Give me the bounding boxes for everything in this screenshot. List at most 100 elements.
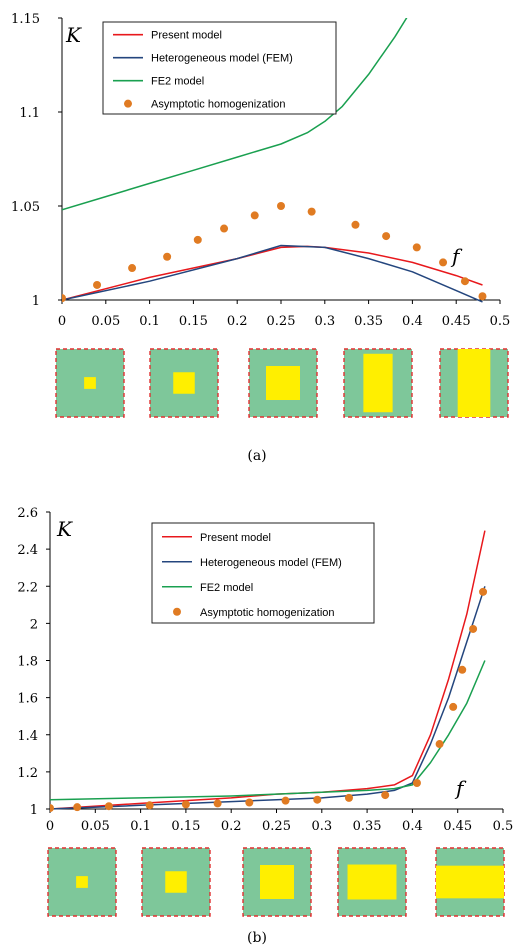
unit-cell: [141, 847, 211, 917]
data-point-asym: [62, 294, 66, 303]
unit-cell-inclusion: [436, 865, 504, 899]
x-axis-label: f: [454, 776, 467, 800]
unit-cell-inclusion: [266, 366, 300, 400]
y-tick-label: 2.4: [17, 543, 38, 558]
plot-area: [62, 18, 487, 303]
data-point-asym: [381, 791, 390, 800]
data-point-asym: [351, 220, 360, 229]
data-point-asym: [245, 798, 254, 807]
x-tick-label: 0.2: [221, 819, 242, 834]
x-axis-label: f: [450, 244, 463, 268]
y-tick-label: 1.1: [19, 106, 40, 121]
x-tick-label: 0.1: [139, 314, 160, 329]
data-point-asym: [449, 702, 458, 711]
plot-area: [50, 530, 488, 813]
y-axis-label: K: [56, 517, 73, 541]
data-point-asym: [145, 801, 154, 810]
unit-cell: [439, 348, 509, 418]
unit-cell-inclusion: [165, 871, 187, 893]
x-tick-label: 0.3: [314, 314, 335, 329]
unit-cell: [343, 348, 413, 418]
data-point-asym: [435, 740, 444, 749]
x-tick-label: 0.2: [227, 314, 248, 329]
unit-cell: [435, 847, 505, 917]
x-tick-label: 0.4: [402, 314, 423, 329]
x-tick-label: 0.15: [179, 314, 208, 329]
data-point-asym: [73, 803, 82, 812]
data-point-asym: [104, 802, 113, 811]
figure-caption: (a): [247, 448, 266, 464]
legend-label: Asymptotic homogenization: [151, 99, 286, 111]
data-point-asym: [281, 796, 290, 805]
legend-label: Heterogeneous model (FEM): [151, 53, 293, 65]
series-line-fe2: [62, 18, 408, 211]
figure-caption: (b): [247, 930, 267, 946]
legend-label: Heterogeneous model (FEM): [200, 557, 342, 569]
x-tick-label: 0.3: [311, 819, 332, 834]
y-tick-label: 2.2: [17, 580, 38, 595]
data-point-asym: [460, 277, 469, 286]
legend-swatch-asym: [124, 99, 132, 108]
data-point-asym: [220, 224, 229, 233]
legend-label: Present model: [200, 532, 271, 544]
x-tick-label: 0.35: [354, 314, 383, 329]
x-tick-label: 0.5: [490, 314, 511, 329]
data-point-asym: [213, 799, 222, 808]
legend: Present model Heterogeneous model (FEM) FE…: [102, 21, 337, 115]
y-tick-label: 1.15: [11, 12, 40, 27]
data-point-asym: [458, 665, 467, 674]
x-tick-label: 0.05: [91, 314, 120, 329]
data-point-asym: [163, 252, 172, 261]
y-tick-label: 2: [30, 617, 38, 632]
y-tick-label: 1: [32, 294, 40, 309]
y-tick-label: 1.4: [17, 729, 38, 744]
data-point-asym: [250, 211, 259, 220]
x-tick-label: 0.25: [267, 314, 296, 329]
chart-b: 1 1.2 1.4 1.6 1.8 2 2.2 2.4 2.6 0 0.05 0.1 0.15 0.2 0.…: [17, 506, 513, 946]
x-tick-label: 0.45: [442, 314, 471, 329]
data-point-asym: [478, 292, 487, 301]
legend-label: Asymptotic homogenization: [200, 607, 335, 619]
unit-cell: [337, 847, 407, 917]
x-tick-label: 0.4: [402, 819, 423, 834]
y-tick-label: 1.2: [17, 766, 38, 781]
series-line-fem: [62, 244, 483, 303]
chart-a: 1 1.05 1.1 1.15 0 0.05 0.1 0.15 0.2 0.25 0.3 0.35 0.…: [11, 12, 511, 464]
x-tick-label: 0.5: [493, 819, 514, 834]
legend: Present model Heterogeneous model (FEM) FE…: [151, 522, 375, 624]
legend-label: FE2 model: [151, 76, 204, 88]
unit-cell-inclusion: [363, 353, 393, 413]
legend-box: [102, 21, 337, 115]
data-point-asym: [344, 793, 353, 802]
x-tick-label: 0.45: [443, 819, 472, 834]
data-point-asym: [181, 800, 190, 809]
y-tick-label: 1.6: [17, 692, 38, 707]
data-point-asym: [307, 207, 316, 216]
y-tick-label: 1.05: [11, 200, 40, 215]
unit-cell: [149, 348, 219, 418]
legend-label: Present model: [151, 30, 222, 42]
y-tick-label: 2.6: [17, 506, 38, 521]
unit-cell-row: [47, 847, 505, 917]
unit-cell-inclusion: [260, 865, 294, 899]
x-tick-label: 0.05: [81, 819, 110, 834]
unit-cell: [55, 348, 125, 418]
legend-label: FE2 model: [200, 582, 253, 594]
x-tick-label: 0.35: [353, 819, 382, 834]
data-point-asym: [93, 280, 102, 289]
y-axis-label: K: [65, 23, 82, 47]
unit-cell-inclusion: [84, 377, 96, 389]
unit-cell-inclusion: [76, 876, 88, 888]
unit-cell-matrix: [149, 348, 219, 418]
unit-cell-row: [55, 348, 509, 418]
x-tick-label: 0: [58, 314, 66, 329]
data-point-asym: [469, 624, 478, 633]
unit-cell: [47, 847, 117, 917]
unit-cell: [242, 847, 312, 917]
data-point-asym: [382, 232, 391, 241]
legend-swatch-asym: [173, 607, 181, 616]
data-point-asym: [50, 804, 54, 813]
data-point-asym: [193, 235, 202, 244]
unit-cell-inclusion: [347, 864, 397, 900]
